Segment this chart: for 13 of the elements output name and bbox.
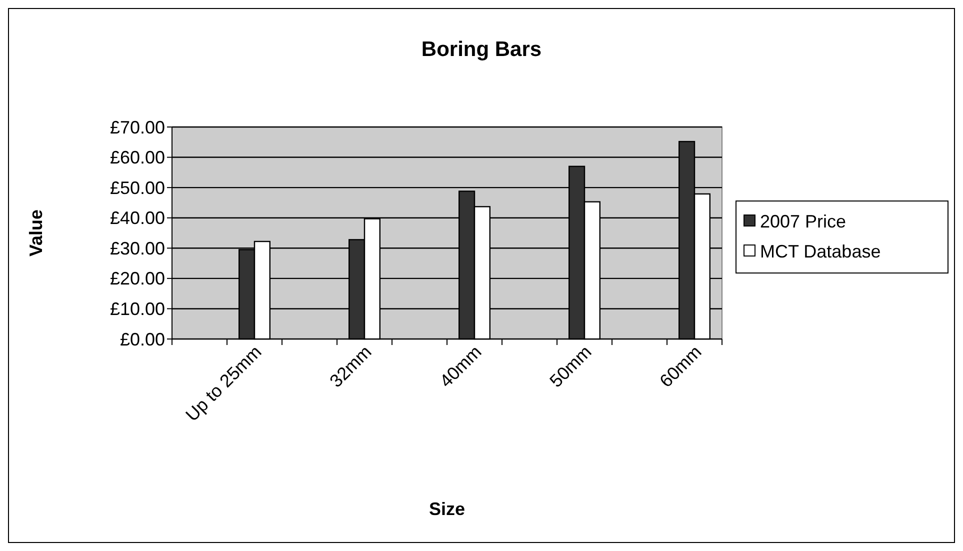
legend-label: 2007 Price [760, 211, 846, 232]
y-tick-label: £10.00 [110, 299, 165, 320]
y-tick-label: £40.00 [110, 208, 165, 228]
y-tick-label: £30.00 [110, 238, 165, 258]
y-tick-label: £60.00 [110, 148, 165, 168]
x-axis-title: Size [428, 499, 466, 519]
y-axis-title: Value [26, 209, 46, 257]
chart-title: Boring Bars [421, 38, 542, 61]
y-tick-label: £50.00 [110, 178, 165, 198]
y-tick-label: £0.00 [120, 329, 165, 350]
y-tick-label: £70.00 [110, 117, 165, 138]
y-tick-label: £20.00 [110, 268, 165, 289]
legend-label: MCT Database [760, 241, 881, 262]
